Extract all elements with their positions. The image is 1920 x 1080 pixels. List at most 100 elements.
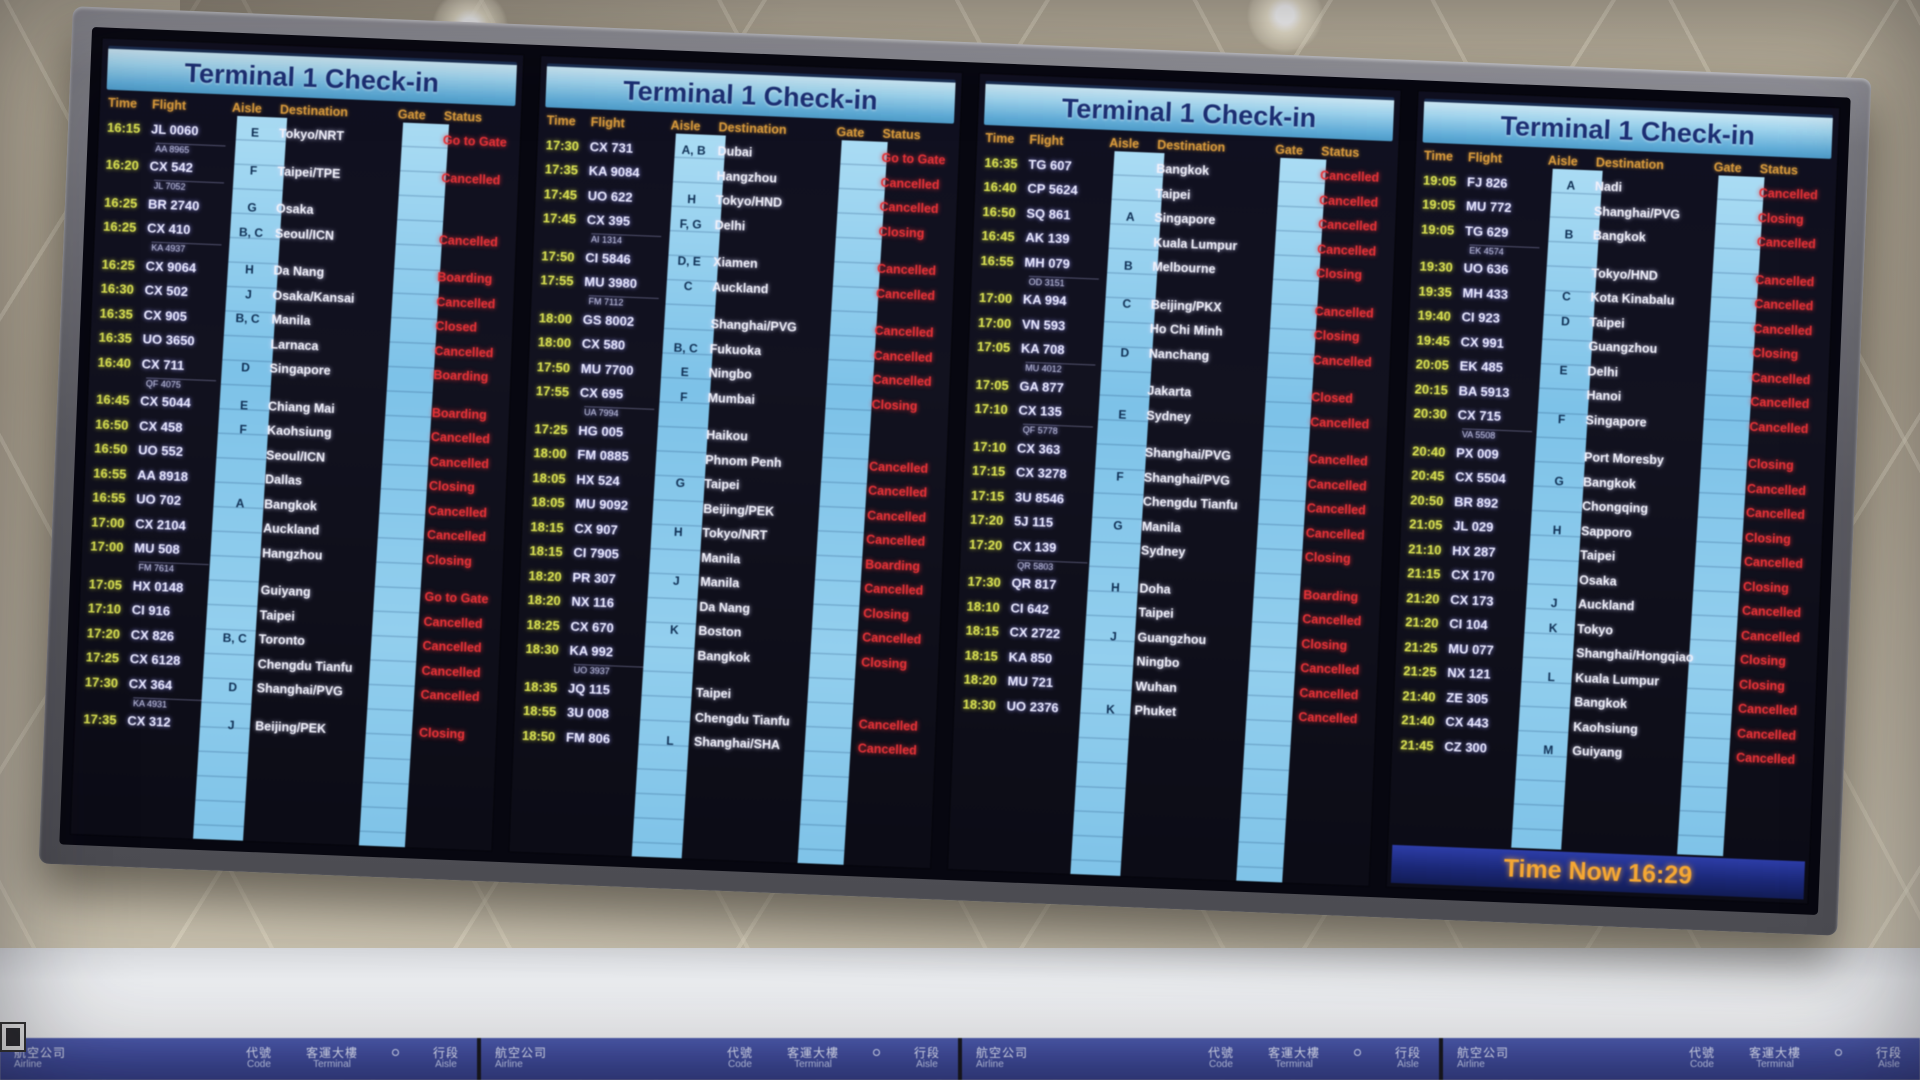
time-cell: 20:45 [1410, 467, 1445, 484]
aisle-cell [218, 453, 266, 455]
flight-cell: FM 806 [565, 729, 611, 747]
flight-cell: TG 607 [1028, 156, 1073, 174]
gate-cell [819, 562, 865, 564]
flight-cell: CI 642 [1010, 600, 1050, 617]
status-cell: Cancelled [872, 372, 932, 390]
destination-cell: Bangkok [1573, 695, 1628, 712]
flight-cell: FJ 826 [1466, 174, 1508, 191]
time-cell: 17:20 [969, 511, 1004, 529]
flight-cell: UO 636 [1463, 260, 1509, 278]
gate-cell [376, 669, 422, 671]
time-cell: 17:30 [967, 573, 1002, 591]
gate-cell [375, 693, 421, 695]
flight-cell: CI 7905 [573, 545, 620, 562]
sign-aisle-zh: 行段 [913, 1046, 940, 1061]
flight-cell: CX 135 [1018, 402, 1063, 420]
status-cell [860, 700, 929, 703]
gate-cell [386, 411, 432, 413]
sign-airline-en: Airline [976, 1059, 1004, 1071]
time-cell: 21:45 [1400, 736, 1434, 754]
gate-cell [1712, 216, 1758, 218]
destination-cell: Nanchang [1148, 346, 1210, 363]
flight-cell: CX 458 [138, 417, 183, 435]
gate-cell [1268, 334, 1314, 336]
gate-cell [830, 292, 876, 294]
aisle-cell: D [228, 680, 238, 695]
time-cell: 17:20 [968, 536, 1003, 553]
gate-cell [1254, 666, 1300, 668]
destination-cell: Delhi [714, 217, 746, 234]
status-cell: Boarding [437, 270, 493, 287]
destination-cell: Dubai [717, 144, 753, 160]
aisle-cell: F [1115, 469, 1124, 484]
aisle-cell [210, 662, 258, 664]
gate-cell [1698, 560, 1744, 562]
status-cell: Closed [435, 319, 478, 335]
flight-cell: ZE 305 [1446, 689, 1489, 707]
destination-cell: Mumbai [707, 390, 756, 407]
time-cell: 16:15 [106, 119, 141, 136]
sign-aisle-en: Aisle [916, 1059, 938, 1071]
column-header-gate: Gate [836, 124, 865, 141]
gate-cell [1694, 658, 1740, 660]
time-cell: 18:20 [528, 567, 562, 585]
aisle-cell: H [1552, 522, 1562, 538]
status-cell: Cancelled [436, 294, 496, 312]
sign-aisle-zh: 行段 [432, 1046, 459, 1061]
destination-cell: Boston [698, 624, 742, 640]
destination-cell: Seoul/ICN [274, 226, 335, 243]
checkin-sign: 航空公司 Airline 代號 Code 客運大樓 Terminal 行段 Aisle [0, 1038, 477, 1080]
gate-cell [381, 533, 427, 535]
gate-cell [382, 509, 428, 511]
status-cell: Cancelled [434, 343, 494, 361]
destination-cell: Guiyang [1571, 744, 1623, 761]
aisle-cell [663, 322, 711, 324]
flight-board: Terminal 1 Check-in Time Flight Aisle Desti… [59, 27, 1851, 915]
flight-cell: GA 877 [1019, 378, 1065, 396]
flight-cell: MU 3980 [583, 274, 638, 292]
destination-cell: Da Nang [273, 263, 325, 280]
time-cell: 16:55 [91, 489, 126, 506]
gate-cell [378, 620, 424, 622]
sign-terminal-en: Terminal [794, 1059, 832, 1071]
time-cell: 17:50 [536, 358, 571, 376]
gate-cell [385, 435, 431, 437]
status-cell: Go to Gate [881, 151, 946, 168]
destination-cell: Guiyang [260, 583, 311, 600]
aisle-cell: F [239, 422, 248, 437]
aisle-cell: A, B [681, 143, 706, 158]
status-cell: Cancelled [1746, 481, 1807, 498]
flight-cell: BA 5913 [1458, 382, 1510, 400]
time-cell [980, 279, 1024, 281]
time-cell: 17:20 [86, 625, 121, 642]
sign-airline-label: 航空公司 Airline [976, 1047, 1145, 1070]
gate-cell [1257, 593, 1303, 595]
checkin-sign: 航空公司 Airline 代號 Code 客運大樓 Terminal 行段 Aisle [962, 1038, 1439, 1080]
column-header-gate: Gate [397, 107, 426, 123]
time-cell: 17:25 [85, 649, 120, 666]
status-cell: Closing [1757, 210, 1804, 227]
destination-cell: Hangzhou [716, 168, 778, 186]
destination-cell: Auckland [1577, 597, 1635, 614]
flight-cell: 5J 115 [1013, 513, 1054, 531]
destination-cell: Taipei [259, 607, 296, 624]
info-dot-icon [1353, 1049, 1361, 1057]
flight-cell: TG 629 [1464, 223, 1509, 240]
destination-cell: Guangzhou [1588, 339, 1658, 357]
status-cell: Boarding [431, 405, 488, 422]
destination-cell: Nadi [1594, 179, 1623, 195]
aisle-cell: B [1564, 227, 1574, 242]
flight-cell: CX 826 [130, 626, 175, 644]
gate-cell [820, 538, 866, 540]
status-cell: Cancelled [1749, 419, 1809, 436]
flight-cell: MU 508 [133, 540, 181, 558]
aisle-cell: F, G [679, 216, 702, 232]
flight-cell: CX 715 [1457, 407, 1502, 425]
sign-terminal-label: 客運大樓 Terminal [306, 1047, 358, 1070]
flight-cell: AK 139 [1025, 229, 1070, 247]
sign-aisle-en: Aisle [435, 1059, 457, 1071]
checkin-sign: 航空公司 Airline 代號 Code 客運大樓 Terminal 行段 Aisle [481, 1038, 958, 1080]
status-cell: Closing [418, 725, 466, 742]
sign-aisle-label: 行段 Aisle [433, 1047, 459, 1070]
time-cell: 17:00 [89, 538, 124, 555]
